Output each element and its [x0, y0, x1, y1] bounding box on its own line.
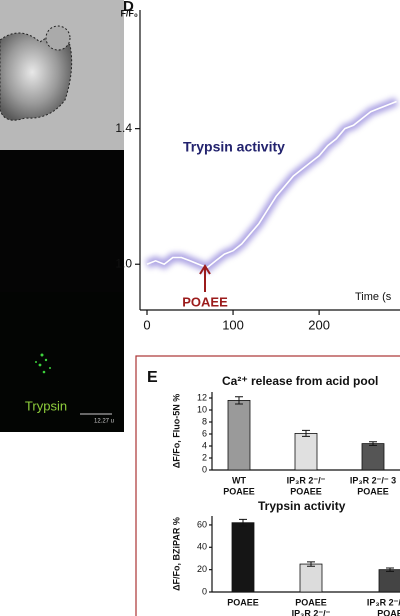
- x-tick-label: IP₃R 2⁻/⁻ 3: [350, 475, 396, 485]
- x-tick-label: POAE: [377, 608, 400, 616]
- y-tick-label: 4: [202, 440, 207, 450]
- y-axis-label: F/F₀: [120, 8, 138, 18]
- y-axis-label: ΔF/Fo, Fluo-5N %: [171, 394, 181, 468]
- cell-outline: [0, 32, 73, 121]
- x-tick-label: 100: [222, 317, 244, 332]
- trace-glow: [145, 97, 399, 273]
- y-tick-label: 12: [197, 392, 207, 402]
- error-bar: [235, 396, 243, 405]
- arrow: [199, 264, 211, 292]
- x-tick-label: IP₃R 2⁻/⁻: [292, 608, 331, 616]
- bar: [227, 399, 251, 471]
- panel-label: D: [123, 0, 134, 15]
- y-axis-label: ΔF/Fo, BZiPAR %: [171, 517, 181, 591]
- trypsin-signal: [35, 353, 51, 374]
- error-bar: [386, 567, 394, 572]
- x-tick-label: IP₃R 2⁻/⁻ 3: [367, 597, 400, 607]
- y-tick-label: 2: [202, 452, 207, 462]
- x-tick-label: IP₃R 2⁻/⁻: [287, 475, 326, 485]
- error-bar: [307, 561, 315, 567]
- x-tick-label: POAEE: [295, 597, 327, 607]
- annotation: POAEE: [182, 294, 228, 309]
- x-tick-label: POAEE: [227, 597, 259, 607]
- annotation: Trypsin activity: [183, 139, 285, 155]
- y-tick-label: 1.4: [115, 121, 132, 135]
- y-tick-label: 8: [202, 416, 207, 426]
- y-tick-label: 0: [202, 586, 207, 596]
- trypsin-image: [0, 292, 124, 432]
- chart-title: Trypsin activity: [258, 499, 346, 513]
- x-tick-label: 0: [143, 317, 150, 332]
- bar: [294, 432, 318, 471]
- y-tick-label: 20: [197, 564, 207, 574]
- x-axis-label: Time (s: [355, 291, 392, 303]
- x-tick-label: POAEE: [223, 486, 255, 496]
- x-tick-label: POAEE: [290, 486, 322, 496]
- fluorescence-image: [0, 150, 124, 292]
- error-bar: [369, 441, 377, 446]
- bar: [231, 522, 255, 593]
- panel-frame: [135, 355, 400, 616]
- y-tick-label: 1.0: [115, 256, 132, 270]
- error-bar: [302, 429, 310, 437]
- error-bar: [239, 518, 247, 527]
- bar: [378, 569, 400, 593]
- x-tick-label: POAEE: [357, 486, 389, 496]
- image-label: Trypsin: [25, 398, 67, 413]
- cell-outline: [45, 25, 71, 51]
- x-tick-label: WT: [232, 475, 246, 485]
- y-tick-label: 0: [202, 464, 207, 474]
- y-tick-label: 10: [197, 404, 207, 414]
- y-tick-label: 6: [202, 428, 207, 438]
- y-tick-label: 60: [197, 519, 207, 529]
- trace-line: [146, 100, 397, 269]
- bar: [299, 563, 323, 593]
- scale-label: 12.27 u: [94, 419, 114, 425]
- bar: [361, 443, 385, 471]
- chart-title: Ca²⁺ release from acid pool: [222, 374, 378, 388]
- x-tick-label: 200: [308, 317, 330, 332]
- y-tick-label: 40: [197, 542, 207, 552]
- panel-label: E: [147, 369, 158, 386]
